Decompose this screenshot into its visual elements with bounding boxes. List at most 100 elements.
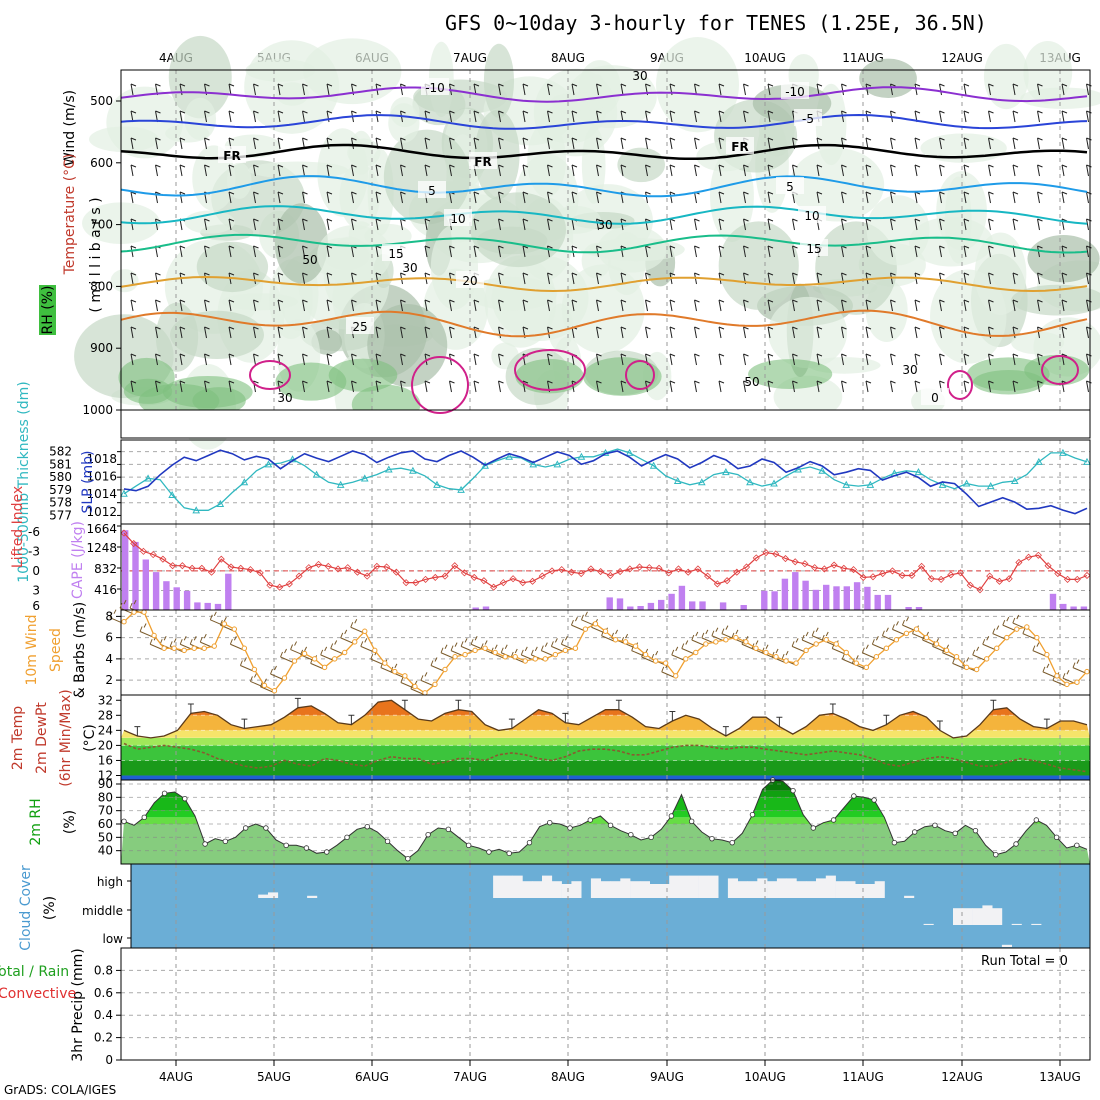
rh-point: [263, 825, 269, 831]
wind-barb: [498, 218, 504, 231]
rh-blob-moist: [162, 375, 253, 409]
wind-barb: [253, 110, 259, 123]
wind-barb: [326, 326, 333, 339]
wind-barb: [988, 353, 994, 366]
isotherm-5: [120, 175, 1088, 198]
wind-barb: [645, 191, 651, 204]
lifted-index-point: [499, 579, 507, 587]
wind-barb: [326, 245, 333, 258]
wind-barb: [449, 137, 455, 150]
lifted-index-point: [334, 565, 342, 573]
isotherm-freezing: [120, 143, 1088, 161]
lifted-index-point: [305, 564, 313, 572]
wind-speed-point: [1034, 634, 1040, 641]
cape-bar: [771, 591, 778, 610]
cape-bar: [173, 587, 180, 610]
rh-tick-label: 50: [98, 830, 113, 844]
wind-barb: [718, 83, 725, 96]
wind-barb: [963, 191, 970, 204]
cloud-high-bar: [698, 875, 709, 898]
cloud-low-bar: [1001, 944, 1012, 947]
thickness-point: [312, 470, 321, 478]
thickness-point: [722, 468, 730, 476]
wind-barb: [277, 137, 284, 150]
wind-barb: [498, 326, 504, 339]
thickness-point: [1059, 448, 1067, 456]
wind-barb: [253, 326, 259, 339]
cape-bar: [678, 585, 686, 610]
wind-barb: [547, 137, 553, 150]
wind-barb: [498, 299, 504, 312]
wind-barb: [547, 299, 553, 312]
lifted-index-point: [519, 579, 527, 587]
wind-barb: [424, 218, 431, 231]
wind-barb: [939, 191, 945, 204]
bottom-date-label: 5AUG: [257, 1070, 291, 1084]
pressure-tick-label: 600: [90, 156, 113, 170]
wind-barb: [767, 326, 774, 339]
temp-max-whisker: [134, 726, 141, 736]
rh-label: 30: [902, 363, 917, 377]
wind-barb: [326, 380, 333, 393]
cape-lifted-index-panel: -6 -3 0 3 6 1664 1248 832 416 CAPE (J/kg) Lifted I…: [10, 486, 1091, 613]
wind-barb: [620, 83, 627, 96]
cape-bar: [214, 603, 222, 610]
wind-barb: [694, 380, 700, 393]
wind-speed-point: [883, 645, 890, 651]
wind-barb: [645, 326, 651, 339]
lifted-index-point: [956, 569, 965, 577]
wind-frame: [120, 609, 1091, 696]
wind-barb: [718, 353, 725, 366]
cape-bar: [884, 594, 892, 610]
cape-bar: [864, 586, 871, 610]
wind-barb: [1012, 191, 1019, 204]
wind-barb: [1012, 164, 1019, 177]
wind-barb: [228, 326, 235, 339]
wind-barb: [645, 110, 651, 123]
wind-barb: [645, 245, 651, 258]
lifted-index-point: [567, 568, 576, 576]
temp-max-whisker: [455, 699, 462, 710]
lifted-index-point: [353, 568, 362, 576]
wind-barb: [400, 83, 406, 96]
rh-blob: [248, 161, 348, 179]
rh-contour-high: [514, 349, 586, 391]
wind-barb: [522, 272, 529, 285]
wind-barb: [1061, 164, 1068, 177]
precip-tick-label: 0: [105, 1053, 113, 1067]
cape-tick-label: 416: [94, 583, 117, 597]
lifted-index-point: [791, 558, 799, 566]
lifted-index-point: [373, 562, 381, 570]
wind-barb: [498, 191, 504, 204]
wind-barb: [743, 353, 749, 366]
wind-speed-point: [161, 645, 167, 651]
rh-point: [891, 839, 898, 846]
isotherm-label: 15: [388, 247, 403, 261]
wind-barb: [865, 299, 872, 312]
wind-speed-point: [181, 647, 187, 654]
lifted-index-point: [159, 555, 167, 563]
wind-speed-point: [231, 626, 238, 632]
wind-barb: [743, 299, 749, 312]
rh-blob: [430, 224, 479, 310]
wind-barb: [694, 326, 700, 339]
wind-barb: [988, 191, 994, 204]
temp-line: [123, 699, 1088, 739]
wind-barb: [669, 137, 676, 150]
thickness-point: [746, 478, 754, 486]
cape-bar: [668, 593, 675, 610]
thickness-point: [697, 478, 706, 486]
wind-barb: [767, 218, 774, 231]
rh-blob-moist: [123, 378, 173, 404]
lifted-index-point: [597, 567, 605, 576]
wind-barb: [792, 164, 798, 177]
lifted-index-point: [558, 566, 566, 574]
cloud-tick-label: low: [103, 932, 124, 946]
wind-barb: [792, 326, 798, 339]
thickness-tick-label: 582: [49, 445, 72, 459]
wind-barb: [522, 83, 529, 96]
wind-barb: [130, 218, 137, 231]
cloud-middle-bar: [953, 908, 964, 925]
cape-bar: [1080, 606, 1088, 610]
